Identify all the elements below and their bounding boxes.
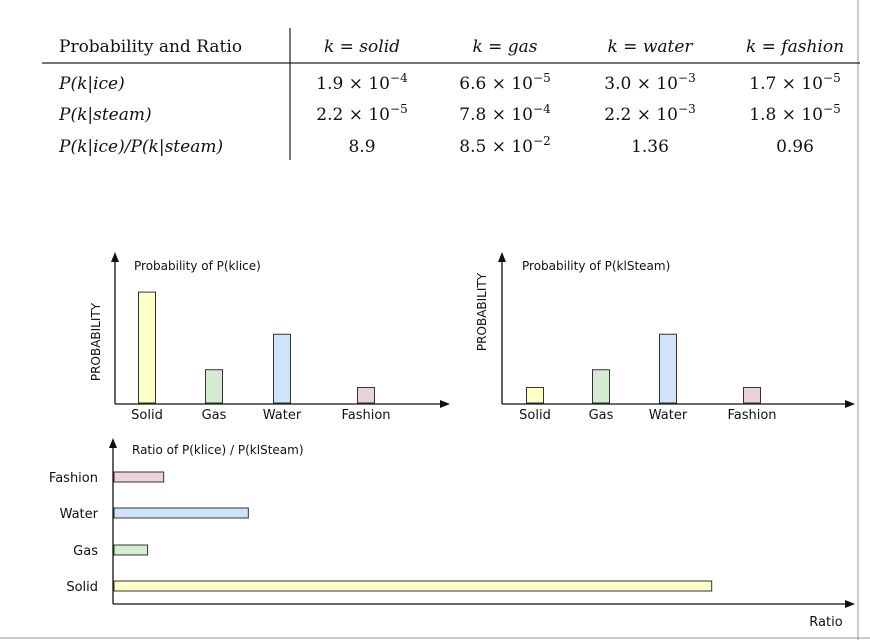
x-tick-label: Solid bbox=[519, 408, 551, 423]
table-cell-exponent: −5 bbox=[390, 102, 408, 116]
table-cell: 1.8 × 10−5 bbox=[749, 102, 840, 125]
table-header-fashion: k = fashion bbox=[746, 37, 844, 57]
table-cell: 8.9 bbox=[348, 137, 375, 157]
table-header-water: k = water bbox=[607, 37, 693, 57]
table-cell: 7.8 × 10−4 bbox=[459, 102, 551, 125]
y-tick-label: Fashion bbox=[49, 471, 98, 486]
table-header-gas: k = gas bbox=[472, 37, 537, 57]
table-cell-exponent: −2 bbox=[533, 134, 551, 148]
y-tick-label: Gas bbox=[73, 544, 98, 559]
table-cell: 1.7 × 10−5 bbox=[749, 71, 840, 94]
chart-title: Ratio of P(klice) / P(klSteam) bbox=[132, 443, 304, 457]
y-axis-label: PROBABILITY bbox=[475, 272, 489, 351]
x-tick-label: Fashion bbox=[727, 408, 776, 423]
x-axis-arrowhead bbox=[845, 400, 855, 408]
y-axis-arrowhead bbox=[109, 438, 117, 448]
chart-title: Probability of P(klice) bbox=[134, 259, 261, 273]
bar-water bbox=[113, 507, 249, 519]
chart-title: Probability of P(klSteam) bbox=[522, 259, 670, 273]
table-cell: 6.6 × 10−5 bbox=[459, 71, 550, 94]
x-axis-arrowhead bbox=[440, 400, 450, 408]
bar-solid bbox=[526, 386, 544, 404]
x-tick-label: Fashion bbox=[341, 408, 390, 423]
table-header-first: Probability and Ratio bbox=[59, 37, 242, 57]
table-cell: 0.96 bbox=[776, 137, 814, 157]
bar-solid bbox=[113, 580, 713, 592]
probability-table: Probability and Ratio k = solid k = gas … bbox=[42, 28, 860, 160]
x-tick-label: Gas bbox=[202, 408, 227, 423]
table-cell-exponent: −4 bbox=[390, 71, 408, 85]
y-axis-arrowhead bbox=[498, 252, 506, 262]
bar-fashion bbox=[357, 386, 375, 404]
table-header-solid: k = solid bbox=[324, 37, 400, 57]
table-row-label: P(k|ice) bbox=[58, 74, 125, 94]
bar-gas bbox=[592, 369, 610, 404]
table-cell: 3.0 × 10−3 bbox=[604, 71, 695, 94]
table-row-label: P(k|steam) bbox=[58, 105, 152, 125]
chart-prob-ice: Probability of P(klice) PROBABILITY Soli… bbox=[89, 252, 450, 423]
table-row-label: P(k|ice)/P(k|steam) bbox=[58, 137, 223, 157]
table-cell-exponent: −3 bbox=[678, 102, 696, 116]
table-cell-exponent: −3 bbox=[678, 71, 696, 85]
table-cell: 1.9 × 10−4 bbox=[316, 71, 408, 94]
x-tick-label: Solid bbox=[131, 408, 163, 423]
y-axis-arrowhead bbox=[111, 252, 119, 262]
x-tick-label: Gas bbox=[589, 408, 614, 423]
table-cell-exponent: −5 bbox=[533, 71, 551, 85]
table-cell: 2.2 × 10−3 bbox=[604, 102, 695, 125]
bar-fashion bbox=[743, 386, 761, 404]
bar-water bbox=[273, 333, 291, 404]
table-cell-exponent: −5 bbox=[823, 71, 841, 85]
y-tick-label: Water bbox=[60, 507, 99, 522]
chart-prob-steam: Probability of P(klSteam) PROBABILITY So… bbox=[475, 252, 855, 423]
y-tick-label: Solid bbox=[66, 580, 98, 595]
chart-ratio: Ratio of P(klice) / P(klSteam) Ratio Fas… bbox=[49, 438, 855, 630]
y-axis-label: PROBABILITY bbox=[89, 302, 103, 381]
table-cell: 8.5 × 10−2 bbox=[459, 134, 550, 157]
table-cell: 1.36 bbox=[631, 137, 669, 157]
bar-water bbox=[659, 333, 677, 404]
x-tick-label: Water bbox=[649, 408, 688, 423]
x-axis-label: Ratio bbox=[809, 615, 842, 630]
bar-fashion bbox=[113, 471, 165, 483]
table-cell-exponent: −4 bbox=[533, 102, 551, 116]
bar-solid bbox=[138, 291, 156, 404]
bar-gas bbox=[113, 544, 149, 556]
x-axis-arrowhead bbox=[845, 600, 855, 608]
x-tick-label: Water bbox=[263, 408, 302, 423]
bar-gas bbox=[205, 369, 223, 404]
table-cell: 2.2 × 10−5 bbox=[316, 102, 407, 125]
table-cell-exponent: −5 bbox=[823, 102, 841, 116]
